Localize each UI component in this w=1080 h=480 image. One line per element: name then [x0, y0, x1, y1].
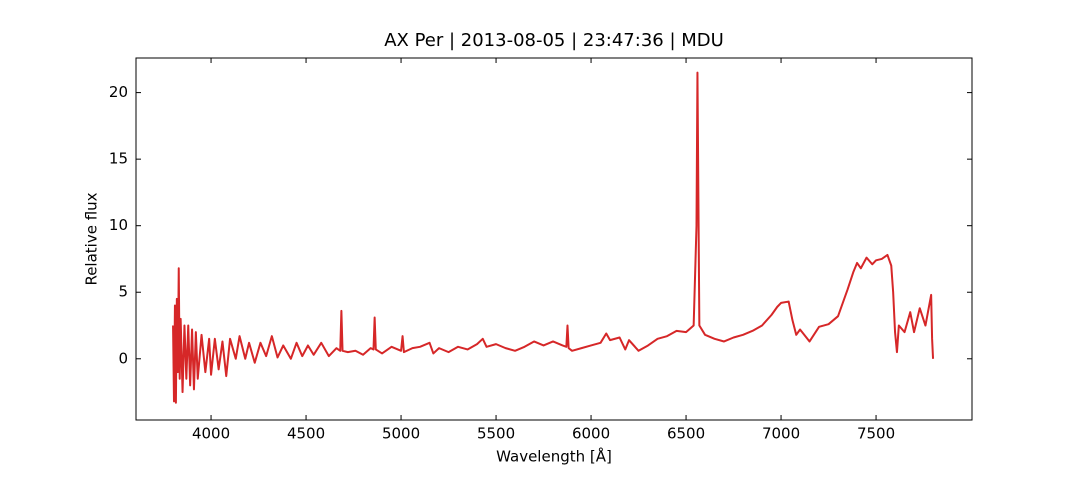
- y-tick-label: 5: [118, 283, 128, 301]
- x-axis-label: Wavelength [Å]: [496, 447, 612, 466]
- y-tick-label: 20: [109, 83, 128, 101]
- x-tick-label: 7500: [857, 425, 895, 443]
- x-tick-label: 6000: [572, 425, 610, 443]
- y-tick-label: 0: [118, 349, 128, 367]
- y-tick-label: 15: [109, 150, 128, 168]
- x-tick-label: 7000: [762, 425, 800, 443]
- x-tick-label: 5000: [382, 425, 420, 443]
- y-tick-label: 10: [109, 216, 128, 234]
- chart-title: AX Per | 2013-08-05 | 23:47:36 | MDU: [384, 30, 724, 51]
- x-tick-label: 4500: [287, 425, 325, 443]
- x-tick-label: 4000: [192, 425, 230, 443]
- y-axis-label: Relative flux: [83, 192, 101, 285]
- plot-frame: [135, 57, 973, 421]
- x-tick-label: 5500: [477, 425, 515, 443]
- x-tick-label: 6500: [667, 425, 705, 443]
- spectrum-line: [172, 71, 935, 404]
